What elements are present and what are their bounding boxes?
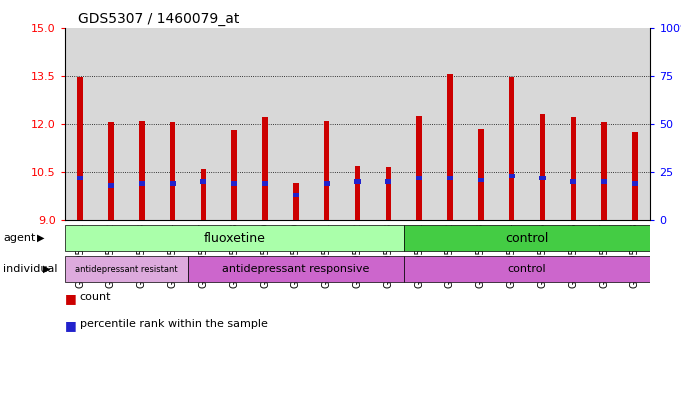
Bar <box>78 77 83 220</box>
Bar <box>447 176 453 180</box>
Bar <box>404 226 650 251</box>
Bar <box>404 256 650 282</box>
Bar <box>262 118 268 220</box>
Bar <box>496 28 527 220</box>
Bar <box>201 169 206 220</box>
Bar <box>127 28 157 220</box>
Text: ▶: ▶ <box>43 264 50 274</box>
Text: antidepressant resistant: antidepressant resistant <box>75 264 178 274</box>
Bar <box>632 182 638 185</box>
Bar <box>416 176 422 180</box>
Bar <box>588 28 620 220</box>
Text: GDS5307 / 1460079_at: GDS5307 / 1460079_at <box>78 12 240 26</box>
Bar <box>232 130 237 220</box>
Bar <box>324 121 330 220</box>
Bar <box>601 122 607 220</box>
Bar <box>385 167 391 220</box>
Bar <box>281 28 311 220</box>
Bar <box>465 28 496 220</box>
Bar <box>323 182 330 185</box>
Bar <box>65 256 188 282</box>
Bar <box>527 28 558 220</box>
Bar <box>385 180 392 184</box>
Bar <box>188 256 404 282</box>
Bar <box>157 28 188 220</box>
Bar <box>571 118 576 220</box>
Bar <box>262 182 268 185</box>
Bar <box>620 28 650 220</box>
Bar <box>540 114 545 220</box>
Bar <box>478 178 484 182</box>
Bar <box>570 180 576 184</box>
Bar <box>108 122 114 220</box>
Bar <box>373 28 404 220</box>
Bar <box>139 121 144 220</box>
Text: ■: ■ <box>65 319 76 332</box>
Text: ■: ■ <box>65 292 76 305</box>
Bar <box>447 74 453 220</box>
Bar <box>231 182 237 185</box>
Bar <box>558 28 588 220</box>
Bar <box>65 226 404 251</box>
Text: ▶: ▶ <box>37 233 45 243</box>
Bar <box>478 129 484 220</box>
Bar <box>95 28 127 220</box>
Text: individual: individual <box>3 264 58 274</box>
Text: antidepressant responsive: antidepressant responsive <box>222 264 370 274</box>
Bar <box>139 182 145 185</box>
Bar <box>539 176 545 180</box>
Text: percentile rank within the sample: percentile rank within the sample <box>80 319 268 329</box>
Bar <box>311 28 342 220</box>
Text: agent: agent <box>3 233 36 243</box>
Text: control: control <box>505 231 549 245</box>
Bar <box>355 180 360 184</box>
Bar <box>601 180 607 184</box>
Text: count: count <box>80 292 111 301</box>
Bar <box>250 28 281 220</box>
Bar <box>632 132 637 220</box>
Bar <box>355 165 360 220</box>
Bar <box>170 122 175 220</box>
Bar <box>170 182 176 185</box>
Bar <box>200 180 206 184</box>
Bar <box>293 183 299 220</box>
Bar <box>342 28 373 220</box>
Bar <box>108 183 114 187</box>
Bar <box>509 77 514 220</box>
Text: control: control <box>508 264 546 274</box>
Bar <box>65 28 95 220</box>
Bar <box>77 176 83 180</box>
Bar <box>434 28 465 220</box>
Bar <box>219 28 250 220</box>
Bar <box>404 28 434 220</box>
Text: fluoxetine: fluoxetine <box>204 231 265 245</box>
Bar <box>509 174 515 178</box>
Bar <box>188 28 219 220</box>
Bar <box>416 116 422 220</box>
Bar <box>293 193 299 197</box>
